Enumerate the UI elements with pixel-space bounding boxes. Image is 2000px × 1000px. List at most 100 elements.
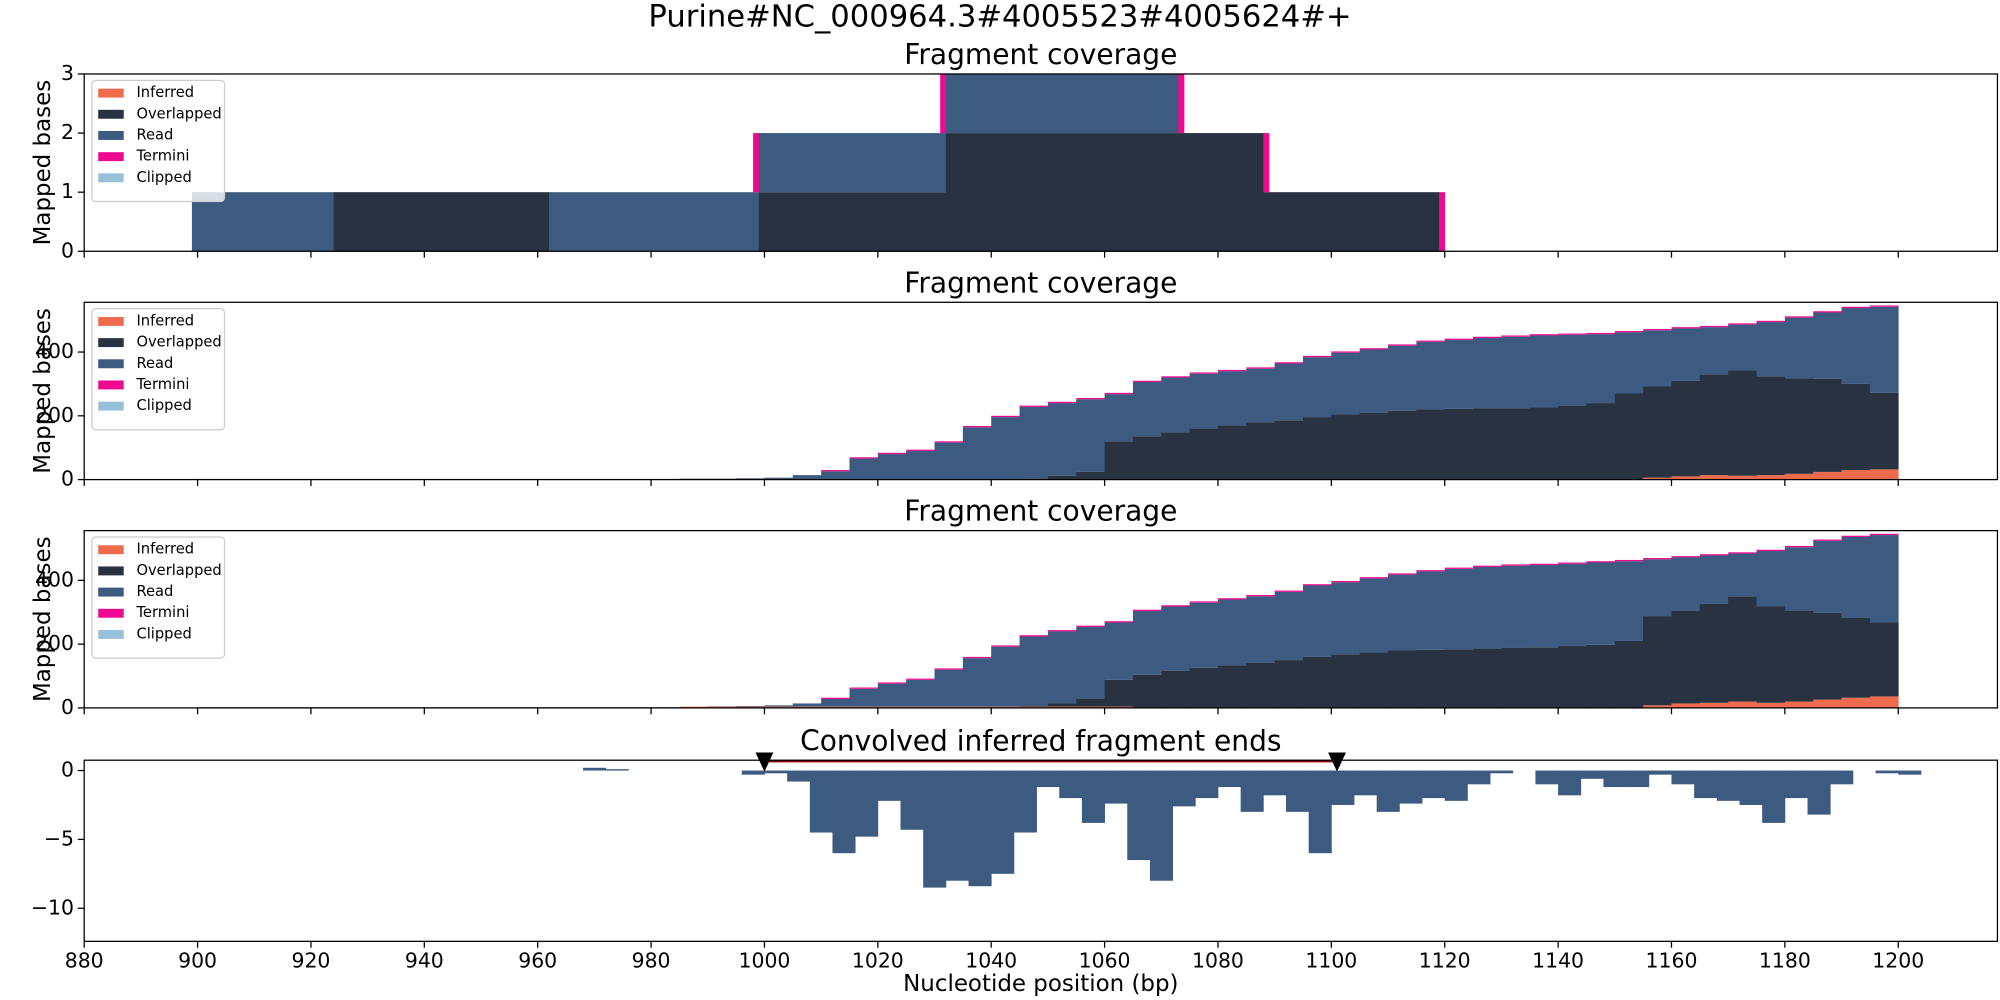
coverage-bar xyxy=(991,646,1020,707)
end-bar xyxy=(1081,770,1105,823)
x-tick-label: 920 xyxy=(291,949,330,973)
coverage-bar xyxy=(758,192,941,252)
coverage-bar xyxy=(1841,617,1871,698)
coverage-bar xyxy=(1416,570,1446,572)
coverage-bar xyxy=(1643,386,1672,478)
end-bar xyxy=(1580,770,1604,779)
coverage-bar xyxy=(1813,311,1842,313)
x-tick-label: 880 xyxy=(65,949,104,973)
end-bar xyxy=(1195,770,1219,799)
legend-label: Termini xyxy=(135,604,189,621)
coverage-bar xyxy=(1501,564,1531,566)
legend-box xyxy=(91,308,226,431)
coverage-bar xyxy=(1416,341,1446,410)
legend-swatch xyxy=(98,109,124,119)
end-bar xyxy=(1308,770,1332,854)
axes-frame xyxy=(83,301,1999,481)
coverage-bar xyxy=(1728,552,1757,554)
coverage-bar xyxy=(1416,649,1446,708)
y-tick-label: −5 xyxy=(44,826,74,850)
coverage-bar xyxy=(849,687,879,689)
coverage-bar xyxy=(906,449,935,451)
coverage-bar xyxy=(1217,598,1247,600)
coverage-bar xyxy=(1019,406,1049,479)
coverage-bar xyxy=(1586,403,1616,480)
coverage-bar xyxy=(1274,590,1304,592)
end-bar xyxy=(1830,770,1854,785)
coverage-bar xyxy=(1303,656,1332,708)
coverage-bar xyxy=(1813,378,1842,472)
coverage-bar xyxy=(1274,362,1304,364)
coverage-bar xyxy=(1359,577,1389,579)
coverage-bar xyxy=(1132,610,1162,675)
coverage-bar xyxy=(1643,558,1672,560)
coverage-bar xyxy=(849,457,879,459)
coverage-bar xyxy=(1161,377,1191,433)
coverage-bar xyxy=(1331,580,1361,583)
coverage-bar xyxy=(1473,408,1502,480)
coverage-bar xyxy=(1756,551,1786,607)
x-tick-label: 1100 xyxy=(1305,949,1357,973)
coverage-bar xyxy=(1699,325,1729,328)
coverage-bar xyxy=(1444,568,1474,650)
panel-title: Fragment coverage xyxy=(904,266,1177,299)
coverage-bar xyxy=(1869,622,1899,697)
end-bar xyxy=(1331,770,1355,805)
coverage-bar xyxy=(1303,357,1332,418)
coverage-bar xyxy=(1161,432,1191,480)
coverage-bar xyxy=(1217,369,1247,372)
panel-title: Fragment coverage xyxy=(904,38,1177,71)
end-bar xyxy=(809,770,833,833)
coverage-bar xyxy=(1869,533,1899,536)
coverage-bar xyxy=(1274,660,1304,708)
coverage-bar xyxy=(1303,417,1332,480)
coverage-bar xyxy=(1728,323,1757,325)
end-bar xyxy=(1013,770,1037,833)
coverage-bar xyxy=(1756,606,1786,703)
legend-swatch xyxy=(98,380,124,390)
coverage-bar xyxy=(1359,349,1389,413)
coverage-bar xyxy=(1614,330,1644,333)
coverage-bar xyxy=(1671,610,1701,704)
coverage-bar xyxy=(821,698,850,707)
coverage-bar xyxy=(1189,428,1219,480)
coverage-bar xyxy=(1643,477,1672,480)
coverage-bar xyxy=(1813,612,1842,700)
end-bar xyxy=(1467,770,1491,785)
coverage-bar xyxy=(1869,535,1899,623)
coverage-bar xyxy=(1756,320,1786,323)
end-bar xyxy=(1762,770,1786,823)
coverage-bar xyxy=(1728,475,1757,480)
legend-label: Read xyxy=(136,355,173,372)
coverage-bar xyxy=(1161,605,1191,607)
coverage-bar xyxy=(1189,373,1219,429)
end-bar xyxy=(1036,770,1060,788)
coverage-bar xyxy=(1558,562,1587,564)
coverage-bar xyxy=(753,192,760,252)
coverage-bar xyxy=(1586,332,1616,335)
coverage-bar xyxy=(1076,397,1105,400)
coverage-bar xyxy=(1388,573,1417,575)
x-tick-label: 1180 xyxy=(1759,949,1811,973)
y-tick-label: 200 xyxy=(35,631,74,655)
y-axis-label: Mapped bases xyxy=(30,308,56,474)
end-bar xyxy=(877,770,901,801)
legend-label: Clipped xyxy=(136,169,191,186)
coverage-bar xyxy=(1331,654,1361,708)
coverage-bar xyxy=(1439,192,1446,252)
coverage-bar xyxy=(1388,345,1417,411)
legend-label: Overlapped xyxy=(136,562,221,579)
coverage-bar xyxy=(1263,133,1270,193)
end-bar xyxy=(764,770,788,774)
coverage-bar xyxy=(1614,561,1644,641)
end-bar xyxy=(1490,770,1514,774)
coverage-bar xyxy=(1416,340,1446,342)
coverage-bar xyxy=(1132,609,1162,611)
y-tick-label: 200 xyxy=(35,403,74,427)
legend-label: Clipped xyxy=(136,625,191,642)
coverage-bar xyxy=(1189,372,1219,374)
x-tick-label: 1120 xyxy=(1419,949,1471,973)
coverage-bar xyxy=(1643,559,1672,617)
coverage-bar xyxy=(1501,335,1531,337)
